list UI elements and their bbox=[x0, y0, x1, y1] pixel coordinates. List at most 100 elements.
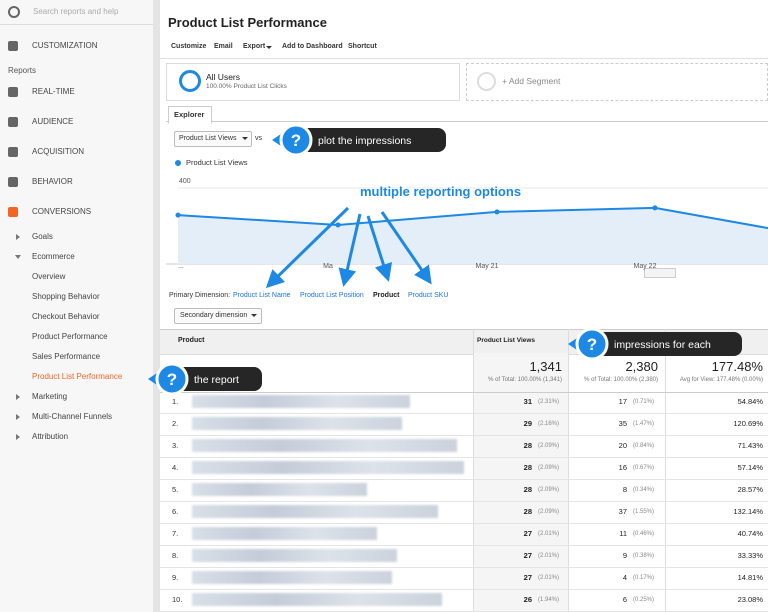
product-name-blurred[interactable] bbox=[192, 549, 397, 562]
nav-item[interactable]: CONVERSIONS bbox=[32, 207, 92, 216]
nav-item[interactable]: Attribution bbox=[32, 432, 69, 441]
metric3-value: 23.08% bbox=[737, 595, 763, 604]
segment-detail: 100.00% Product List Clicks bbox=[206, 83, 287, 90]
product-name-blurred[interactable] bbox=[192, 593, 442, 606]
views-value: 27 bbox=[523, 551, 532, 560]
nav-item[interactable]: AUDIENCE bbox=[32, 117, 74, 126]
table-header-cell: Product bbox=[178, 337, 205, 344]
nav-item[interactable]: ACQUISITION bbox=[32, 147, 85, 156]
metric3-value: 40.74% bbox=[737, 529, 763, 538]
dimension-option[interactable]: Product SKU bbox=[408, 292, 449, 299]
total-value: 2,380 bbox=[625, 359, 658, 374]
annotation-text: the report bbox=[194, 374, 239, 386]
nav-item[interactable]: Multi-Channel Funnels bbox=[32, 412, 113, 421]
nav-item[interactable]: BEHAVIOR bbox=[32, 177, 73, 186]
nav-item[interactable]: Ecommerce bbox=[32, 252, 75, 261]
help-mark: ? bbox=[291, 131, 301, 150]
row-sep bbox=[160, 523, 768, 524]
data-point bbox=[652, 205, 658, 211]
metric2-value: 37 bbox=[618, 507, 627, 516]
help-badge bbox=[155, 362, 189, 396]
annotation-pill bbox=[300, 128, 446, 152]
nav-icon bbox=[8, 87, 18, 97]
product-name-blurred[interactable] bbox=[192, 395, 410, 408]
views-value: 28 bbox=[523, 441, 532, 450]
nav-item[interactable]: Product Performance bbox=[32, 332, 108, 341]
nav-item[interactable]: Overview bbox=[32, 272, 66, 281]
total-value: 1,341 bbox=[529, 359, 562, 374]
metric3-value: 14.81% bbox=[737, 573, 763, 582]
toolbar-action[interactable]: Add to Dashboard bbox=[282, 43, 343, 50]
views-value: 29 bbox=[523, 419, 532, 428]
search-input[interactable]: Search reports and help bbox=[33, 7, 119, 16]
nav-item[interactable]: Marketing bbox=[32, 392, 68, 401]
annotation-arrow bbox=[380, 211, 432, 285]
column-divider bbox=[568, 329, 569, 612]
add-segment-ring bbox=[477, 72, 496, 91]
nav-icon bbox=[8, 177, 18, 187]
views-value: 27 bbox=[523, 573, 532, 582]
product-name-blurred[interactable] bbox=[192, 483, 367, 496]
secondary-label: Secondary dimension bbox=[180, 312, 248, 319]
annotation-text: plot the impressions bbox=[318, 135, 411, 147]
row-index: 10. bbox=[172, 595, 183, 604]
row-index: 2. bbox=[172, 419, 179, 428]
add-segment[interactable]: + Add Segment bbox=[502, 76, 561, 86]
metric-select[interactable] bbox=[174, 131, 252, 147]
vs-label: vs bbox=[255, 135, 262, 142]
dimension-option[interactable]: Product List Position bbox=[300, 292, 364, 299]
row-sep bbox=[160, 545, 768, 546]
nav-arrow bbox=[16, 414, 20, 420]
metric2-pct: (0.84%) bbox=[633, 443, 655, 449]
row-index: 1. bbox=[172, 397, 179, 406]
metric2-pct: (0.71%) bbox=[633, 399, 655, 405]
sidebar-sep bbox=[0, 24, 153, 25]
product-name-blurred[interactable] bbox=[192, 461, 464, 474]
views-pct: (2.09%) bbox=[538, 465, 560, 471]
page-title: Product List Performance bbox=[168, 15, 327, 30]
x-tick-label: May 22 bbox=[634, 263, 657, 270]
nav-item[interactable]: Checkout Behavior bbox=[32, 312, 100, 321]
toolbar-action[interactable]: Shortcut bbox=[348, 43, 377, 50]
y-tick-label: 400 bbox=[179, 178, 191, 185]
metric2-pct: (0.67%) bbox=[633, 465, 655, 471]
dimension-option[interactable]: Product bbox=[373, 292, 400, 299]
product-name-blurred[interactable] bbox=[192, 439, 457, 452]
annotation-text: impressions for each bbox=[614, 339, 711, 351]
nav-icon bbox=[8, 117, 18, 127]
help-badge bbox=[279, 123, 313, 157]
sidebar bbox=[0, 0, 153, 612]
nav-item[interactable]: Product List Performance bbox=[32, 372, 123, 381]
secondary-select[interactable] bbox=[174, 308, 262, 324]
total-value: 177.48% bbox=[711, 359, 763, 374]
product-name-blurred[interactable] bbox=[192, 571, 392, 584]
product-name-blurred[interactable] bbox=[192, 417, 402, 430]
metric2-pct: (1.47%) bbox=[633, 421, 655, 427]
segment-name[interactable]: All Users bbox=[206, 72, 241, 82]
nav-item[interactable]: CUSTOMIZATION bbox=[32, 41, 98, 50]
row-sep bbox=[160, 501, 768, 502]
nav-item[interactable]: REAL-TIME bbox=[32, 87, 75, 96]
row-sep bbox=[160, 457, 768, 458]
tab-label[interactable]: Explorer bbox=[174, 110, 205, 119]
nav-icon bbox=[8, 41, 18, 51]
product-name-blurred[interactable] bbox=[192, 527, 377, 540]
nav-item[interactable]: Goals bbox=[32, 232, 53, 241]
views-pct: (2.09%) bbox=[538, 487, 560, 493]
row-sep bbox=[160, 435, 768, 436]
toolbar-action[interactable]: Email bbox=[214, 43, 233, 50]
toolbar-action[interactable]: Customize bbox=[171, 43, 207, 50]
row-sep bbox=[160, 567, 768, 568]
metric2-value: 4 bbox=[622, 573, 627, 582]
nav-arrow bbox=[16, 434, 20, 440]
nav-item[interactable]: Shopping Behavior bbox=[32, 292, 100, 301]
row-sep bbox=[160, 413, 768, 414]
product-name-blurred[interactable] bbox=[192, 505, 438, 518]
dimension-option[interactable]: Product List Name bbox=[233, 292, 291, 299]
metric2-value: 6 bbox=[622, 595, 627, 604]
toolbar-action[interactable]: Export bbox=[243, 43, 266, 50]
nav-item[interactable]: Sales Performance bbox=[32, 352, 101, 361]
metric3-value: 54.84% bbox=[737, 397, 763, 406]
toolbar-sep bbox=[160, 58, 768, 59]
